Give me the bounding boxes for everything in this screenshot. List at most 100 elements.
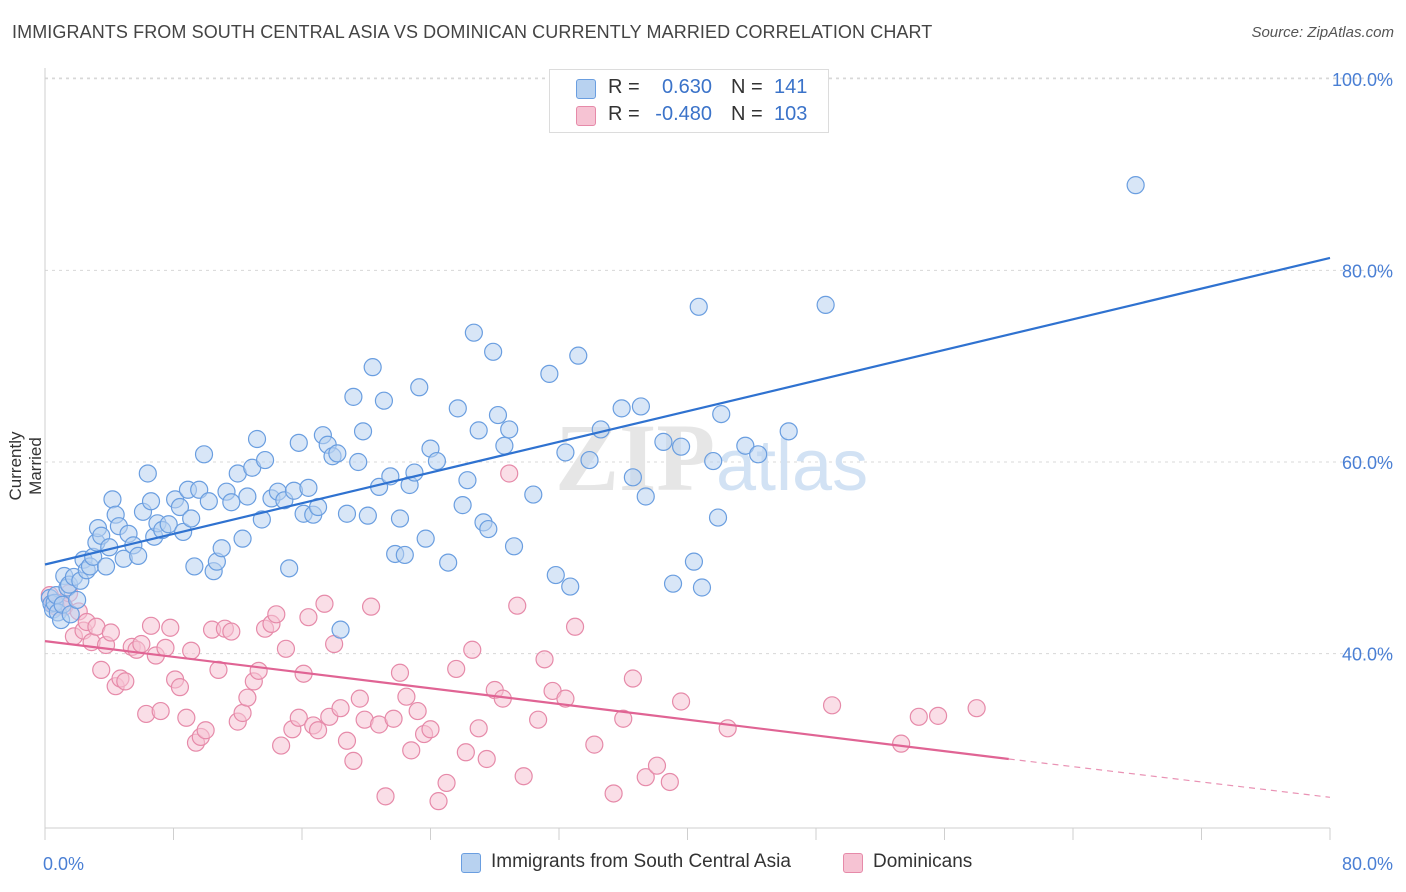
legend-n-label: N = — [731, 76, 763, 98]
point-south-central-asia — [299, 478, 318, 497]
legend-r-value: -0.480 — [655, 103, 712, 125]
point-south-central-asia — [654, 432, 673, 451]
point-south-central-asia — [238, 487, 257, 506]
point-south-central-asia — [816, 295, 835, 314]
point-south-central-asia — [358, 506, 377, 525]
point-south-central-asia — [344, 387, 363, 406]
point-dominicans — [514, 767, 533, 786]
point-south-central-asia — [464, 323, 483, 342]
point-south-central-asia — [129, 546, 148, 565]
bottom-legend-label: Immigrants from South Central Asia — [491, 851, 791, 872]
point-south-central-asia — [439, 553, 458, 572]
point-south-central-asia — [212, 539, 231, 558]
point-south-central-asia — [504, 537, 524, 556]
point-south-central-asia — [252, 510, 271, 529]
point-dominicans — [161, 618, 180, 637]
point-dominicans — [101, 623, 120, 642]
point-south-central-asia — [453, 496, 472, 515]
point-south-central-asia — [1126, 176, 1145, 195]
watermark-zip: ZIP — [555, 404, 715, 511]
point-dominicans — [397, 687, 416, 706]
point-south-central-asia — [170, 497, 190, 517]
point-south-central-asia — [194, 445, 214, 464]
point-south-central-asia — [636, 487, 655, 506]
point-south-central-asia — [410, 378, 429, 397]
point-dominicans — [170, 678, 190, 697]
trendline-dominicans-extension — [1008, 758, 1331, 798]
legend-n-value: 141 — [774, 76, 808, 98]
point-dominicans — [361, 597, 381, 616]
point-dominicans — [249, 661, 268, 680]
point-south-central-asia — [623, 468, 642, 487]
point-south-central-asia — [395, 545, 414, 565]
trendline-south-central-asia — [44, 256, 1331, 566]
point-south-central-asia — [704, 451, 723, 471]
tick-labels: 40.0% 60.0% 80.0% 100.0% 0.0% 80.0% — [43, 70, 1393, 874]
point-south-central-asia — [255, 450, 275, 470]
point-south-central-asia — [692, 578, 712, 597]
point-dominicans — [477, 749, 496, 769]
point-dominicans — [623, 669, 642, 688]
point-south-central-asia — [612, 399, 631, 418]
point-dominicans — [529, 710, 548, 729]
point-dominicans — [141, 616, 161, 635]
bottom-legend-label: Dominicans — [873, 851, 973, 872]
point-south-central-asia — [479, 519, 498, 539]
point-dominicans — [196, 721, 215, 740]
point-dominicans — [892, 734, 911, 753]
legend-r-label: R = — [608, 76, 640, 98]
point-dominicans — [928, 706, 948, 725]
point-south-central-asia — [712, 405, 731, 424]
y-tick-label: 80.0% — [1342, 261, 1393, 281]
point-dominicans — [132, 634, 151, 654]
axes — [44, 68, 1331, 840]
point-dominicans — [376, 787, 395, 806]
point-south-central-asia — [448, 399, 467, 418]
point-dominicans — [469, 719, 488, 738]
point-dominicans — [718, 719, 737, 738]
point-south-central-asia — [684, 552, 704, 571]
point-south-central-asia — [540, 364, 559, 383]
legend-row-dominicans: R = -0.480 N = 103 — [550, 102, 828, 128]
point-south-central-asia — [561, 577, 580, 596]
point-dominicans — [437, 773, 456, 793]
point-dominicans — [182, 641, 201, 660]
point-south-central-asia — [495, 436, 514, 455]
point-south-central-asia — [349, 452, 368, 472]
point-dominicans — [967, 699, 986, 718]
point-dominicans — [222, 622, 241, 641]
legend-n-label: N = — [731, 103, 763, 125]
legend-row-south-central-asia: R = 0.630 N = 141 — [550, 75, 828, 101]
legend-n-value: 103 — [774, 103, 808, 125]
point-dominicans — [156, 638, 175, 657]
point-south-central-asia — [779, 422, 798, 441]
point-dominicans — [267, 605, 286, 624]
correlation-legend: R = 0.630 N = 141 R = -0.480 N = 103 — [549, 69, 829, 133]
point-south-central-asia — [103, 490, 122, 509]
point-dominicans — [421, 720, 440, 739]
point-dominicans — [909, 707, 928, 726]
legend-r-value: 0.630 — [661, 76, 712, 98]
point-south-central-asia — [159, 515, 178, 534]
source-label: Source: ZipAtlas.com — [1251, 24, 1394, 41]
point-south-central-asia — [289, 433, 308, 452]
point-dominicans — [289, 708, 308, 727]
x-tick-label: 0.0% — [43, 854, 84, 874]
point-dominicans — [177, 708, 196, 727]
point-south-central-asia — [416, 529, 435, 548]
point-dominicans — [556, 689, 575, 708]
point-dominicans — [500, 464, 519, 483]
point-south-central-asia — [247, 429, 267, 449]
trend-lines — [44, 256, 1331, 798]
point-south-central-asia — [749, 445, 768, 464]
point-south-central-asia — [427, 451, 447, 471]
point-south-central-asia — [484, 342, 503, 361]
point-dominicans — [276, 639, 296, 658]
point-south-central-asia — [199, 492, 218, 511]
point-dominicans — [384, 709, 403, 728]
point-south-central-asia — [328, 444, 347, 463]
point-south-central-asia — [663, 574, 683, 593]
point-dominicans — [350, 689, 369, 708]
point-south-central-asia — [337, 504, 357, 523]
